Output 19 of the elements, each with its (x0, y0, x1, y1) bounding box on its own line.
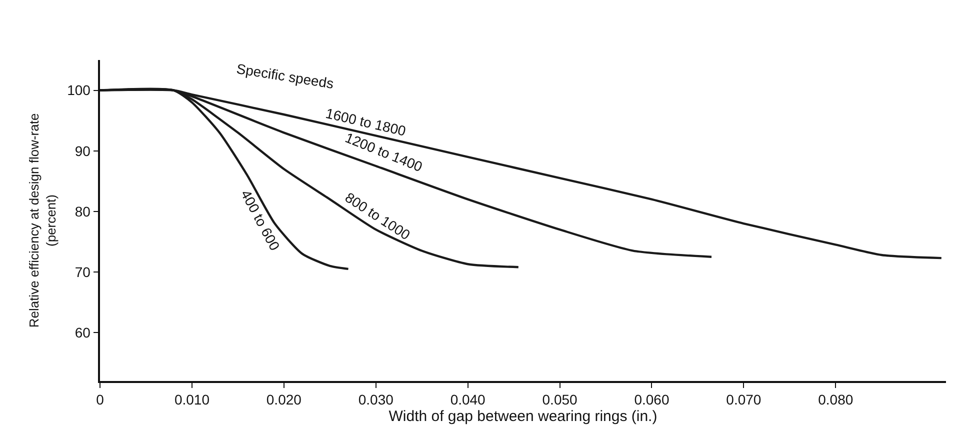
x-tick-label: 0.040 (450, 392, 486, 408)
y-axis-title: Relative efficiency at design flow-rate (percent) (26, 113, 59, 328)
x-tick-label: 0.020 (266, 392, 302, 408)
y-tick-label: 60 (74, 324, 91, 340)
annotation: Specific speeds (235, 60, 335, 92)
x-tick-label: 0.080 (818, 392, 854, 408)
x-tick-label: 0.010 (174, 392, 210, 408)
x-tick-label: 0 (96, 392, 104, 408)
y-tick-label: 70 (74, 264, 91, 280)
x-axis-title: Width of gap between wearing rings (in.) (388, 408, 658, 426)
text: 800 to 1000 (342, 189, 414, 243)
x-tick-label: 0.050 (542, 392, 578, 408)
x-tick-label: 0.060 (634, 392, 670, 408)
text: 400 to 600 (238, 187, 284, 254)
x-tick-label: 0.030 (358, 392, 394, 408)
x-tick-label: 0.070 (726, 392, 762, 408)
y-tick-label: 80 (74, 203, 91, 220)
y-tick-label: 90 (74, 142, 91, 159)
y-tick-label: 100 (67, 82, 91, 98)
